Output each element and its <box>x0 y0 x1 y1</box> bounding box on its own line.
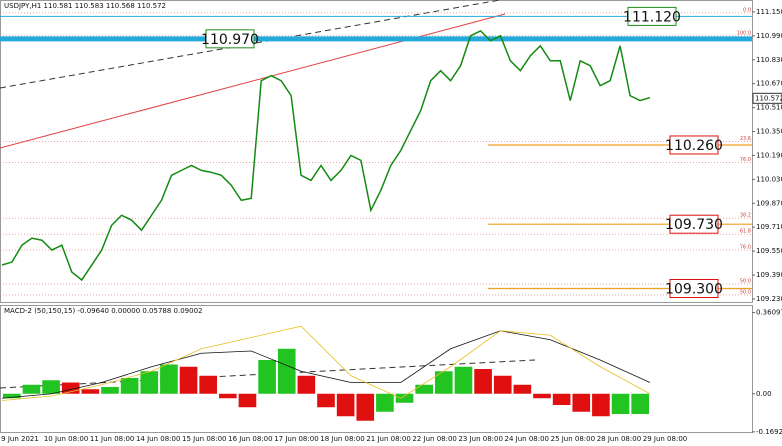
y-tick-label: 110.350 <box>756 128 782 136</box>
x-tick-label: 17 Jun 08:00 <box>274 435 318 443</box>
macd-bar <box>376 393 394 412</box>
level-label-box <box>669 135 719 155</box>
fib-label: 38.2 <box>740 213 751 219</box>
fib-label: 50.0 <box>740 279 751 285</box>
x-tick-label: 24 Jun 08:00 <box>505 435 549 443</box>
level-label-box <box>669 214 719 234</box>
x-tick-label: 11 Jun 08:00 <box>90 435 134 443</box>
x-tick-label: 10 Jun 08:00 <box>44 435 88 443</box>
y-tick-label: 111.150 <box>756 8 782 16</box>
fib-label: 23.6 <box>740 136 751 142</box>
macd-bar <box>336 393 355 417</box>
y-tick-label: 110.830 <box>756 56 782 64</box>
macd-line <box>1 325 651 401</box>
macd-bar <box>120 378 139 394</box>
macd-bar <box>533 393 551 399</box>
y-tick-label: 110.990 <box>756 32 782 40</box>
macd-bar <box>42 380 60 394</box>
y-tick-label: 0.00 <box>756 390 772 398</box>
macd-bar <box>61 382 80 394</box>
x-tick-label: 15 Jun 08:00 <box>182 435 226 443</box>
y-tick-label: 110.670 <box>756 80 782 88</box>
macd-line <box>1 330 651 399</box>
macd-bar <box>219 393 237 399</box>
level-label-box <box>669 278 719 298</box>
x-tick-label: 23 Jun 08:00 <box>458 435 502 443</box>
macd-bar <box>317 393 335 408</box>
price-frame <box>0 0 753 303</box>
y-tick-label: 110.030 <box>756 175 782 183</box>
macd-bar <box>415 384 433 394</box>
fib-label: 100.0 <box>737 30 751 36</box>
x-tick-label: 9 Jun 2021 <box>1 435 39 443</box>
x-tick-label: 29 Jun 08:00 <box>643 435 687 443</box>
macd-bar <box>552 393 571 405</box>
macd-bar <box>179 366 198 394</box>
macd-bar <box>395 393 414 403</box>
macd-bar <box>160 364 178 394</box>
x-tick-label: 21 Jun 08:00 <box>366 435 410 443</box>
level-label: 109.730 <box>665 217 723 233</box>
macd-bar <box>258 360 276 394</box>
macd-bar <box>611 393 630 414</box>
macd-bar <box>297 375 316 394</box>
chart-title: USDJPY,H1 110.581 110.583 110.568 110.57… <box>4 2 166 10</box>
current-price: 110.572 <box>755 94 782 102</box>
x-tick-label: 16 Jun 08:00 <box>228 435 272 443</box>
level-label-box <box>205 29 255 49</box>
fib-label: 61.8 <box>740 229 751 235</box>
price-tag <box>752 92 782 104</box>
y-tick-label: 110.510 <box>756 104 782 112</box>
fib-label: 76.0 <box>740 245 751 251</box>
macd-bar <box>277 348 296 394</box>
macd-bar <box>631 393 649 414</box>
y-tick-label: 109.550 <box>756 247 782 255</box>
y-tick-label: 109.710 <box>756 223 782 231</box>
macd-bar <box>238 393 257 408</box>
y-tick-label: 0.36097 <box>756 309 782 317</box>
y-tick-label: 109.870 <box>756 199 782 207</box>
macd-bar <box>493 375 512 394</box>
macd-bar <box>474 369 492 394</box>
macd-bar <box>101 387 119 394</box>
level-label: 110.260 <box>665 138 723 154</box>
level-label: 109.300 <box>665 281 723 297</box>
y-tick-label: 109.390 <box>756 271 782 279</box>
x-tick-label: 14 Jun 08:00 <box>136 435 180 443</box>
x-tick-label: 22 Jun 08:00 <box>412 435 456 443</box>
macd-bar <box>81 389 100 394</box>
price-line <box>1 29 651 282</box>
x-tick-label: 18 Jun 08:00 <box>320 435 364 443</box>
macd-bar <box>356 393 375 421</box>
level-label-box <box>627 6 677 26</box>
x-tick-label: 25 Jun 08:00 <box>551 435 595 443</box>
macd-bar <box>199 375 217 394</box>
macd-bar <box>22 384 41 394</box>
macd-frame <box>0 305 753 433</box>
fib-label: 50.0 <box>740 289 751 295</box>
y-tick-label: 109.230 <box>756 295 782 303</box>
x-tick-label: 28 Jun 08:00 <box>597 435 641 443</box>
macd-bar <box>3 393 21 399</box>
y-tick-label: -0.16924 <box>756 428 782 436</box>
macd-title: MACD-2 (50,150,15) -0.09640 0.00000 0.05… <box>4 307 203 315</box>
fib-label: 76.0 <box>740 157 751 163</box>
macd-bar <box>435 371 453 394</box>
macd-bar <box>140 371 159 394</box>
macd-bar <box>454 366 473 394</box>
y-tick-label: 110.190 <box>756 151 782 159</box>
level-label: 110.970 <box>201 32 259 48</box>
fib-label: 0.0 <box>743 7 751 13</box>
macd-bar <box>572 393 591 412</box>
macd-bar <box>513 384 532 394</box>
level-label: 111.120 <box>623 9 681 25</box>
macd-bar <box>592 393 610 417</box>
